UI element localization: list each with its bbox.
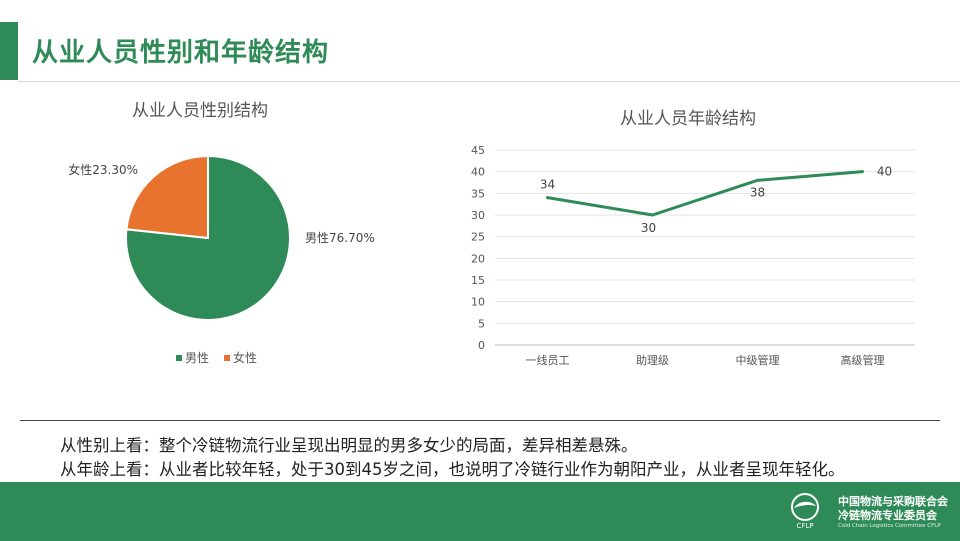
y-tick-label: 30 bbox=[471, 209, 485, 222]
legend-swatch-male bbox=[176, 355, 182, 361]
org-name-line2: 冷链物流专业委员会 bbox=[838, 509, 937, 522]
org-name-line1: 中国物流与采购联合会 bbox=[838, 495, 948, 508]
pie-label-female: 女性23.30% bbox=[68, 162, 138, 177]
pie-slice-female bbox=[125, 154, 209, 240]
y-tick-label: 10 bbox=[471, 296, 485, 309]
cflp-logo-icon: CFLP bbox=[791, 493, 819, 530]
series-line bbox=[547, 170, 863, 217]
org-name-english: Cold Chain Logistics Committee CFLP bbox=[838, 523, 941, 529]
pie-label-male: 男性76.70% bbox=[305, 231, 375, 245]
data-label: 38 bbox=[750, 185, 765, 199]
legend-label-female: 女性 bbox=[233, 350, 257, 365]
summary-gender: 从性别上看：整个冷链物流行业呈现出明显的男多女少的局面，差异相差悬殊。 bbox=[60, 436, 638, 455]
y-tick-label: 5 bbox=[478, 317, 485, 330]
legend-label-male: 男性 bbox=[185, 351, 209, 365]
title-divider bbox=[18, 81, 960, 82]
y-tick-label: 35 bbox=[471, 187, 485, 200]
x-tick-label: 高级管理 bbox=[841, 353, 885, 367]
y-tick-label: 40 bbox=[471, 166, 485, 179]
y-tick-label: 25 bbox=[471, 231, 485, 244]
data-point bbox=[756, 178, 759, 182]
y-tick-label: 45 bbox=[471, 144, 485, 157]
data-point bbox=[861, 170, 864, 174]
data-label: 30 bbox=[641, 221, 656, 235]
x-tick-label: 中级管理 bbox=[736, 353, 780, 367]
y-tick-label: 0 bbox=[478, 339, 485, 352]
pie-slice-male bbox=[125, 154, 291, 321]
summary-age: 从年龄上看：从业者比较年轻，处于30到45岁之间，也说明了冷链行业作为朝阳产业，… bbox=[60, 460, 845, 479]
page-title: 从业人员性别和年龄结构 bbox=[32, 38, 330, 68]
x-tick-label: 助理级 bbox=[636, 353, 669, 367]
title-accent-bar bbox=[0, 22, 18, 80]
y-tick-label: 15 bbox=[471, 274, 485, 287]
logo-text: CFLP bbox=[796, 522, 813, 530]
pie-chart-title: 从业人员性别结构 bbox=[132, 101, 268, 121]
line-chart-title: 从业人员年龄结构 bbox=[620, 109, 756, 129]
summary-divider bbox=[20, 420, 940, 421]
data-point bbox=[546, 196, 549, 200]
y-tick-label: 20 bbox=[471, 252, 485, 265]
data-label: 40 bbox=[877, 165, 892, 179]
x-tick-label: 一线员工 bbox=[526, 353, 570, 367]
footer-bar: CFLP 中国物流与采购联合会 冷链物流专业委员会 Cold Chain Log… bbox=[0, 482, 960, 541]
legend-swatch-female bbox=[224, 355, 230, 361]
data-point bbox=[651, 213, 654, 217]
data-label: 34 bbox=[540, 178, 555, 192]
